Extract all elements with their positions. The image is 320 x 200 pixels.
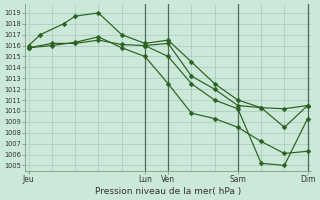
- X-axis label: Pression niveau de la mer( hPa ): Pression niveau de la mer( hPa ): [95, 187, 241, 196]
